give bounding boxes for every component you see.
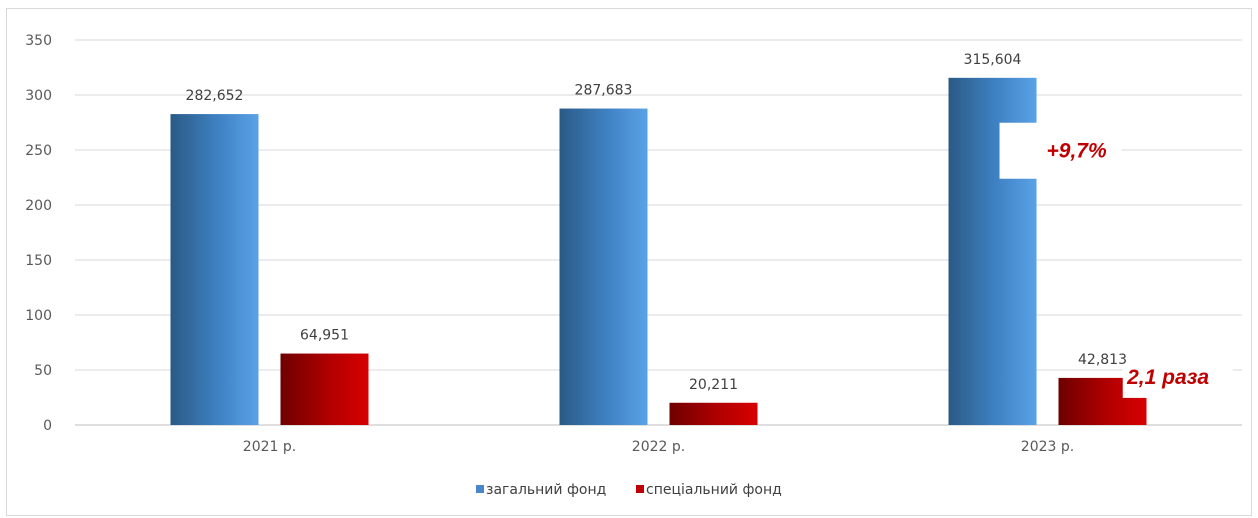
legend-label: спеціальний фонд [646, 482, 782, 498]
data-label: 282,652 [186, 88, 244, 104]
y-tick-label: 100 [25, 308, 52, 324]
annotation-growth: +9,7% [1047, 140, 1107, 163]
y-tick-label: 300 [25, 88, 52, 104]
y-tick-label: 200 [25, 198, 52, 214]
bar-special-fund [669, 402, 758, 425]
data-label: 20,211 [689, 377, 738, 393]
data-label: 287,683 [575, 83, 633, 99]
data-label: 42,813 [1078, 352, 1127, 368]
y-tick-label: 150 [25, 253, 52, 269]
data-label: 64,951 [300, 328, 349, 344]
bar-general-fund [559, 108, 648, 425]
y-tick-label: 0 [43, 418, 52, 434]
bar-general-fund [170, 114, 259, 426]
y-tick-label: 250 [25, 143, 52, 159]
legend-swatch [636, 485, 644, 493]
bar-special-fund [280, 353, 369, 425]
annotation-ratio: 2,1 раза [1126, 366, 1209, 389]
x-axis-ticks: 2021 р. 2022 р. 2023 р. [243, 439, 1074, 455]
legend-label: загальний фонд [486, 482, 606, 498]
annotation-backdrop [999, 122, 1122, 179]
x-tick-label: 2023 р. [1021, 439, 1074, 455]
legend: загальний фонд спеціальний фонд [476, 482, 782, 498]
y-axis-ticks: 0 50 100 150 200 250 300 350 [25, 33, 52, 434]
bars [170, 77, 1147, 426]
y-tick-label: 350 [25, 33, 52, 49]
annotation-backdrop [1122, 363, 1233, 398]
y-tick-label: 50 [34, 363, 52, 379]
data-labels: 282,652 64,951 287,683 20,211 315,604 42,813 [186, 52, 1127, 393]
legend-swatch [476, 485, 484, 493]
data-label: 315,604 [964, 52, 1022, 68]
x-tick-label: 2021 р. [243, 439, 296, 455]
annotations: +9,7% 2,1 раза [999, 122, 1233, 398]
x-tick-label: 2022 р. [632, 439, 685, 455]
